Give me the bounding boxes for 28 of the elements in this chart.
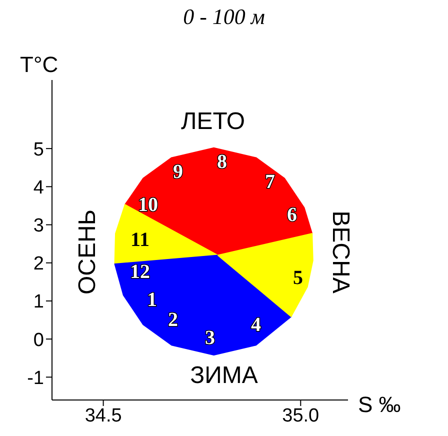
- x-axis-title: S ‰: [358, 392, 401, 418]
- annotation: 4: [251, 314, 261, 336]
- chart-title: 0 - 100 м: [182, 4, 266, 30]
- annotation: 3: [205, 327, 215, 349]
- annotation: ЛЕТО: [180, 108, 246, 135]
- x-tick-label: 34.5: [84, 405, 122, 426]
- annotation: 12: [130, 261, 150, 283]
- annotation: 11: [130, 229, 150, 251]
- y-tick-label: 2: [33, 254, 44, 275]
- y-tick-label: 1: [33, 292, 44, 313]
- annotation: ОСЕНЬ: [74, 209, 101, 295]
- annotation: ЗИМА: [190, 362, 258, 389]
- annotation: 8: [217, 151, 227, 173]
- annotation: 5: [293, 267, 303, 289]
- annotation: 2: [168, 309, 178, 331]
- y-axis-title: T°C: [20, 52, 58, 78]
- y-tick-label: 5: [33, 139, 44, 160]
- y-tick-label: 3: [33, 216, 44, 237]
- y-tick-label: 4: [33, 177, 44, 198]
- y-tick-label: -1: [27, 368, 44, 389]
- x-tick-label: 35.0: [282, 405, 320, 426]
- annotation: 1: [147, 289, 157, 311]
- annotation: 6: [287, 204, 297, 226]
- y-tick-label: 0: [33, 330, 44, 351]
- annotation: 9: [173, 161, 183, 183]
- annotation: ВЕСНА: [327, 210, 354, 294]
- annotation: 10: [138, 194, 158, 216]
- annotation: 7: [265, 171, 275, 193]
